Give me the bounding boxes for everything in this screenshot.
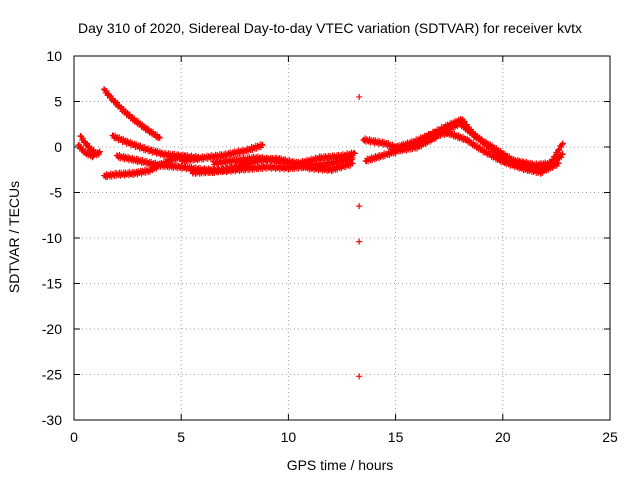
y-tick-label: -30 <box>42 412 62 428</box>
data-point <box>258 141 265 148</box>
data-point <box>461 118 468 125</box>
y-tick-label: -25 <box>42 367 62 383</box>
data-point <box>89 154 96 161</box>
data-point <box>558 154 565 161</box>
y-tick-label: -20 <box>42 321 62 337</box>
data-marks <box>75 86 566 380</box>
grid <box>74 56 610 420</box>
data-point <box>259 142 266 149</box>
x-tick-label: 25 <box>602 429 618 445</box>
data-point <box>96 148 103 155</box>
data-point <box>554 151 561 158</box>
data-point <box>559 151 566 158</box>
y-tick-label: -10 <box>42 230 62 246</box>
y-axis-title: SDTVAR / TECUs <box>6 181 22 293</box>
y-tick-label: 5 <box>54 94 62 110</box>
data-point <box>80 135 87 142</box>
data-point <box>549 157 556 164</box>
outlier-point <box>356 238 363 245</box>
data-point <box>156 134 163 141</box>
data-point <box>181 152 188 159</box>
outlier-point <box>356 203 363 210</box>
data-point <box>90 153 97 160</box>
axis-ticks: 0 5 10 15 20 25 -30 -25 -20 -15 -10 -5 0 5 10 <box>42 48 618 445</box>
chart-title: Day 310 of 2020, Sidereal Day-to-day VTE… <box>78 20 582 36</box>
y-tick-label: -5 <box>50 185 63 201</box>
y-tick-label: 0 <box>54 139 62 155</box>
data-point <box>103 88 110 95</box>
data-point <box>545 162 552 169</box>
outlier-point <box>356 373 363 380</box>
x-tick-label: 0 <box>70 429 78 445</box>
x-tick-label: 5 <box>177 429 185 445</box>
x-tick-label: 10 <box>281 429 297 445</box>
x-axis-title: GPS time / hours <box>287 457 394 473</box>
data-point <box>349 160 356 167</box>
data-point <box>155 133 162 140</box>
y-tick-label: 10 <box>46 48 62 64</box>
data-point <box>556 147 563 154</box>
x-tick-label: 15 <box>388 429 404 445</box>
outlier-point <box>356 93 363 100</box>
data-point <box>555 160 562 167</box>
data-point <box>351 150 358 157</box>
data-point <box>559 141 566 148</box>
y-tick-label: -15 <box>42 276 62 292</box>
data-point <box>559 140 566 147</box>
x-tick-label: 20 <box>495 429 511 445</box>
